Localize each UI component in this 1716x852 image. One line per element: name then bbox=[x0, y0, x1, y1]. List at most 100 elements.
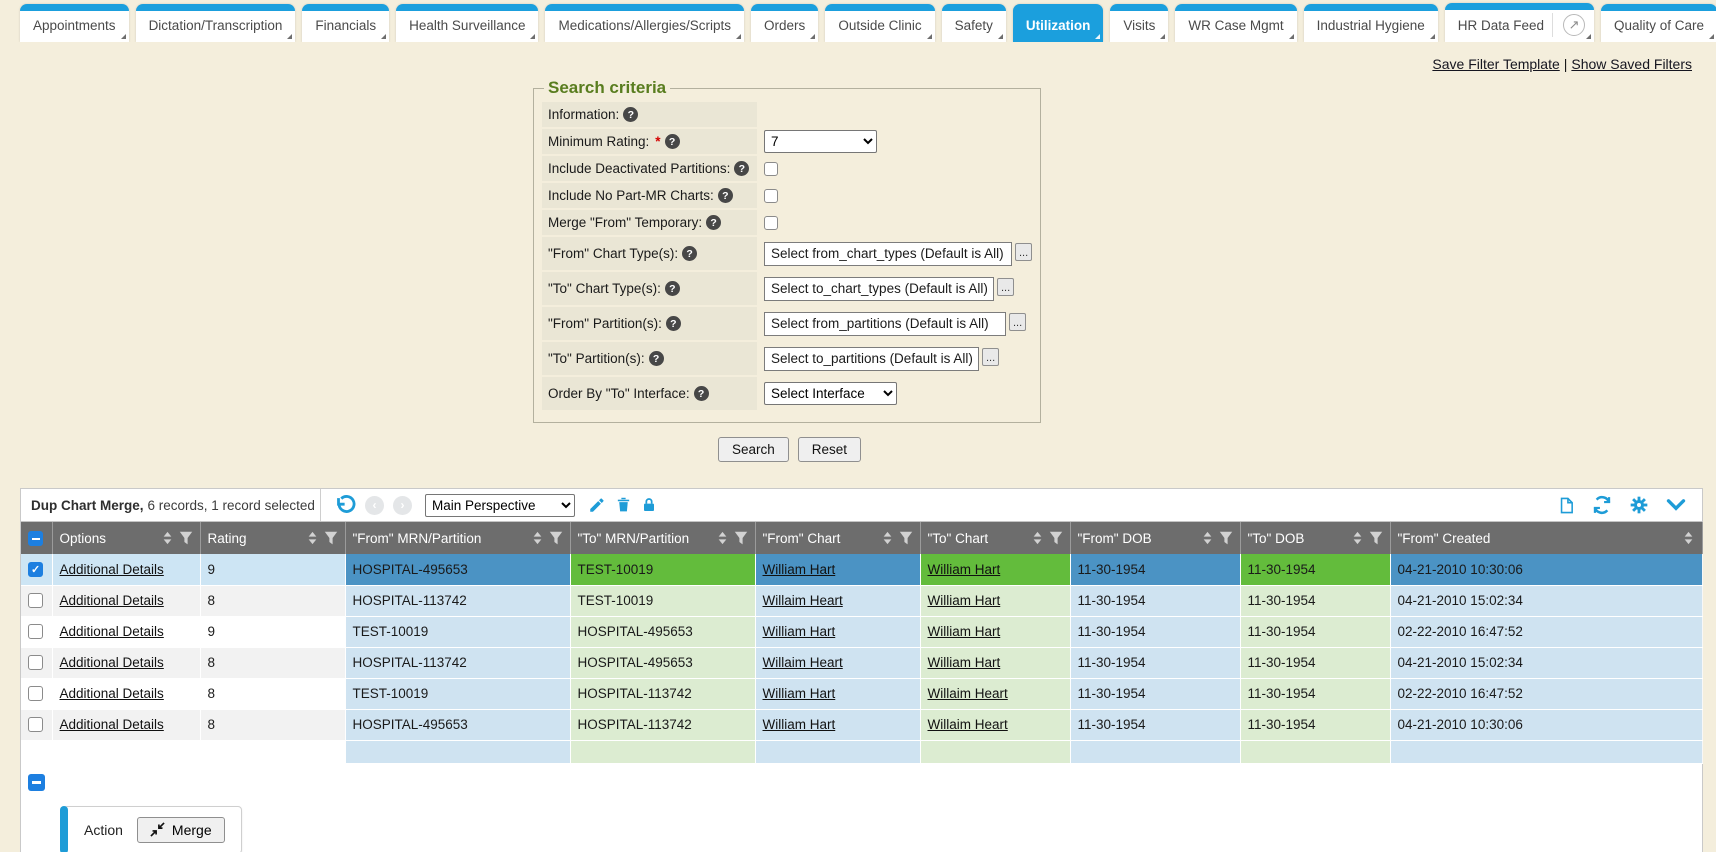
collapse-action-panel-icon[interactable] bbox=[28, 773, 45, 791]
column-header-from-chart[interactable]: "From" Chart bbox=[755, 522, 921, 554]
tab-hr-data-feed[interactable]: HR Data Feed ↗ bbox=[1444, 3, 1595, 42]
from-chart-link[interactable]: Willaim Heart bbox=[762, 655, 843, 670]
tab-orders[interactable]: Orders bbox=[751, 4, 819, 42]
tab-utilization[interactable]: Utilization bbox=[1012, 4, 1104, 42]
row-checkbox[interactable] bbox=[28, 717, 43, 733]
tab-outside-clinic[interactable]: Outside Clinic bbox=[825, 4, 935, 42]
to-chart-link[interactable]: Willaim Heart bbox=[927, 686, 1008, 701]
additional-details-link[interactable]: Additional Details bbox=[59, 561, 164, 577]
previous-page-icon[interactable]: ‹ bbox=[365, 495, 384, 515]
reset-button[interactable]: Reset bbox=[797, 437, 862, 462]
to-chart-types-picker[interactable]: Select to_chart_types (Default is All) bbox=[764, 276, 994, 301]
table-row: Additional Details 8 HOSPITAL-113742 TES… bbox=[21, 585, 1703, 617]
lock-icon[interactable] bbox=[641, 496, 657, 514]
tab-financials[interactable]: Financials bbox=[302, 4, 390, 42]
to-chart-link[interactable]: William Hart bbox=[927, 593, 1001, 608]
tab-industrial-hygiene[interactable]: Industrial Hygiene bbox=[1303, 4, 1438, 42]
collapse-chevron-down-icon[interactable] bbox=[1666, 498, 1686, 512]
column-header-rating[interactable]: Rating bbox=[200, 522, 346, 554]
perspective-select[interactable]: Main Perspective bbox=[425, 493, 575, 517]
to-partitions-picker[interactable]: Select to_partitions (Default is All) bbox=[764, 346, 979, 371]
to-chart-types-browse-button[interactable]: ... bbox=[997, 278, 1015, 296]
minimum-rating-select[interactable]: 7 bbox=[764, 130, 877, 153]
order-by-to-interface-select[interactable]: Select Interface bbox=[764, 382, 897, 405]
additional-details-link[interactable]: Additional Details bbox=[59, 624, 164, 639]
help-icon[interactable]: ? bbox=[664, 134, 680, 149]
from-chart-types-browse-button[interactable]: ... bbox=[1015, 243, 1033, 261]
row-checkbox[interactable] bbox=[28, 562, 43, 578]
export-document-icon[interactable] bbox=[1558, 496, 1575, 515]
table-row: Additional Details 8 HOSPITAL-495653 HOS… bbox=[21, 709, 1703, 741]
search-button[interactable]: Search bbox=[718, 437, 789, 462]
row-checkbox[interactable] bbox=[28, 686, 43, 702]
search-row-information: Information:? bbox=[542, 102, 1032, 127]
help-icon[interactable]: ? bbox=[734, 161, 750, 176]
tab-medications-allergies-scripts[interactable]: Medications/Allergies/Scripts bbox=[545, 4, 745, 42]
column-header-to-chart[interactable]: "To" Chart bbox=[920, 522, 1071, 554]
merge-from-temporary-checkbox[interactable] bbox=[764, 215, 778, 230]
tab-visits[interactable]: Visits bbox=[1110, 4, 1169, 42]
additional-details-link[interactable]: Additional Details bbox=[59, 593, 164, 608]
tab-dictation-transcription[interactable]: Dictation/Transcription bbox=[135, 4, 296, 42]
show-saved-filters-link[interactable]: Show Saved Filters bbox=[1571, 56, 1692, 72]
column-header-options[interactable]: Options bbox=[52, 522, 201, 554]
column-header-to-dob[interactable]: "To" DOB bbox=[1240, 522, 1391, 554]
help-icon[interactable]: ? bbox=[623, 107, 639, 122]
tab-wr-case-mgmt[interactable]: WR Case Mgmt bbox=[1175, 4, 1297, 42]
tab-health-surveillance[interactable]: Health Surveillance bbox=[396, 4, 539, 42]
column-header-from-mrn-partition[interactable]: "From" MRN/Partition bbox=[345, 522, 571, 554]
help-icon[interactable]: ? bbox=[665, 316, 681, 331]
required-asterisk: * bbox=[655, 134, 661, 149]
from-created-cell: 04-21-2010 10:30:06 bbox=[1390, 554, 1703, 586]
refresh-icon[interactable] bbox=[1592, 495, 1612, 515]
undo-icon[interactable] bbox=[335, 494, 356, 516]
to-chart-link[interactable]: William Hart bbox=[927, 561, 1001, 577]
to-partitions-browse-button[interactable]: ... bbox=[982, 348, 1000, 366]
filter-funnel-icon bbox=[1049, 531, 1062, 545]
from-chart-link[interactable]: William Hart bbox=[762, 624, 836, 639]
link-separator: | bbox=[1563, 56, 1568, 72]
delete-trash-icon[interactable] bbox=[615, 496, 632, 514]
open-new-window-icon[interactable]: ↗ bbox=[1563, 14, 1586, 36]
help-icon[interactable]: ? bbox=[693, 386, 709, 401]
edit-pencil-icon[interactable] bbox=[588, 496, 606, 514]
help-icon[interactable]: ? bbox=[717, 188, 733, 203]
from-chart-link[interactable]: Willaim Heart bbox=[762, 593, 843, 608]
settings-gear-icon[interactable] bbox=[1629, 495, 1649, 515]
from-chart-link[interactable]: William Hart bbox=[762, 717, 836, 732]
from-chart-types-picker[interactable]: Select from_chart_types (Default is All) bbox=[764, 241, 1012, 266]
next-page-icon[interactable]: › bbox=[393, 495, 412, 515]
help-icon[interactable]: ? bbox=[648, 351, 664, 366]
tab-appointments[interactable]: Appointments bbox=[20, 4, 129, 42]
to-chart-link[interactable]: William Hart bbox=[927, 655, 1001, 670]
include-no-part-mr-charts-checkbox[interactable] bbox=[764, 188, 778, 203]
rating-cell: 8 bbox=[200, 647, 346, 679]
from-partitions-browse-button[interactable]: ... bbox=[1009, 313, 1027, 331]
row-checkbox[interactable] bbox=[28, 624, 43, 640]
additional-details-link[interactable]: Additional Details bbox=[59, 655, 164, 670]
help-icon[interactable]: ? bbox=[664, 281, 680, 296]
select-all-checkbox[interactable] bbox=[28, 530, 43, 546]
filter-links: Save Filter Template | Show Saved Filters bbox=[0, 42, 1716, 72]
help-icon[interactable]: ? bbox=[706, 215, 722, 230]
tab-quality-of-care[interactable]: Quality of Care bbox=[1601, 4, 1716, 42]
to-chart-link[interactable]: Willaim Heart bbox=[927, 717, 1008, 732]
column-header-to-mrn-partition[interactable]: "To" MRN/Partition bbox=[570, 522, 756, 554]
help-icon[interactable]: ? bbox=[682, 246, 698, 261]
include-deactivated-partitions-checkbox[interactable] bbox=[764, 161, 778, 176]
from-partitions-picker[interactable]: Select from_partitions (Default is All) bbox=[764, 311, 1006, 336]
additional-details-link[interactable]: Additional Details bbox=[59, 717, 164, 732]
column-header-from-dob[interactable]: "From" DOB bbox=[1070, 522, 1241, 554]
additional-details-link[interactable]: Additional Details bbox=[59, 686, 164, 701]
save-filter-template-link[interactable]: Save Filter Template bbox=[1432, 56, 1560, 72]
column-header-from-created[interactable]: "From" Created bbox=[1390, 522, 1703, 554]
module-tab-bar: Appointments Dictation/Transcription Fin… bbox=[0, 0, 1716, 42]
merge-button[interactable]: Merge bbox=[136, 816, 225, 843]
row-checkbox[interactable] bbox=[28, 655, 43, 671]
row-checkbox[interactable] bbox=[28, 593, 43, 609]
tab-safety[interactable]: Safety bbox=[941, 4, 1006, 42]
from-chart-link[interactable]: William Hart bbox=[762, 686, 836, 701]
from-chart-link[interactable]: William Hart bbox=[762, 561, 836, 577]
to-chart-link[interactable]: William Hart bbox=[927, 624, 1001, 639]
to-mrn-cell: HOSPITAL-495653 bbox=[570, 647, 756, 679]
